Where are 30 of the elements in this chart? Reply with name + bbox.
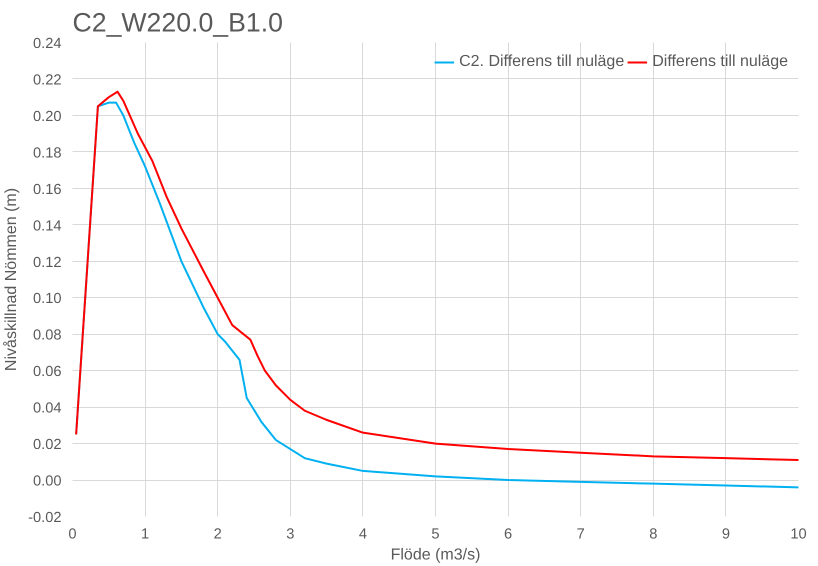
y-tick-label: 0.20 [32, 108, 62, 125]
x-tick-label: 3 [286, 526, 294, 542]
y-tick-label: 0.12 [32, 254, 62, 271]
x-tick-label: 8 [649, 526, 658, 542]
y-tick-label: 0.02 [32, 437, 62, 454]
x-tick-label: 10 [790, 526, 807, 542]
x-tick-label: 7 [576, 526, 585, 542]
x-tick-label: 9 [722, 526, 730, 542]
x-tick-label: 5 [431, 526, 440, 542]
x-tick-label: 4 [358, 526, 367, 542]
x-tick-label: 2 [214, 526, 222, 542]
y-tick-label: 0.04 [32, 400, 62, 417]
x-axis-title: Flöde (m3/s) [390, 546, 480, 564]
y-tick-label: 0.08 [32, 328, 62, 344]
y-tick-label: 0.16 [32, 182, 62, 198]
y-tick-label: 0.10 [32, 291, 62, 308]
legend-label: C2. Differens till nuläge [459, 53, 624, 71]
chart-title: C2_W220.0_B1.0 [72, 8, 283, 38]
y-tick-label: 0.18 [32, 145, 62, 162]
y-tick-label: 0.24 [32, 36, 62, 52]
y-tick-label: 0.00 [32, 474, 62, 490]
x-tick-label: 0 [68, 526, 77, 542]
y-tick-label: 0.22 [32, 72, 62, 88]
x-tick-label: 6 [504, 526, 512, 542]
y-tick-label: -0.02 [28, 510, 62, 526]
y-axis-title: Nivåskillnad Nömmen (m) [3, 188, 20, 372]
y-tick-label: 0.06 [32, 364, 62, 380]
y-tick-label: 0.14 [32, 218, 62, 234]
x-tick-label: 1 [141, 526, 150, 542]
legend-label: Differens till nuläge [652, 53, 788, 71]
